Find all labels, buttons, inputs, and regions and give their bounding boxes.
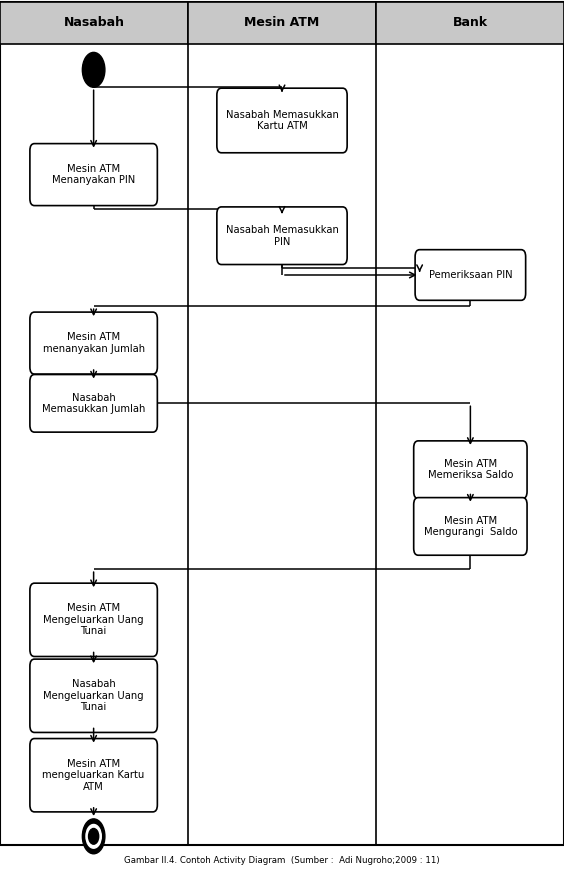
Text: Bank: Bank bbox=[452, 17, 488, 29]
FancyBboxPatch shape bbox=[30, 583, 157, 656]
Text: Mesin ATM
Mengurangi  Saldo: Mesin ATM Mengurangi Saldo bbox=[424, 516, 517, 537]
FancyBboxPatch shape bbox=[217, 88, 347, 153]
Text: Nasabah Memasukkan
PIN: Nasabah Memasukkan PIN bbox=[226, 225, 338, 246]
Text: Mesin ATM
Menanyakan PIN: Mesin ATM Menanyakan PIN bbox=[52, 164, 135, 185]
Circle shape bbox=[89, 828, 99, 844]
Bar bbox=[188, 2, 376, 44]
Bar bbox=[0, 2, 188, 44]
Circle shape bbox=[82, 819, 105, 854]
Text: Mesin ATM
mengeluarkan Kartu
ATM: Mesin ATM mengeluarkan Kartu ATM bbox=[42, 759, 145, 792]
Text: Nasabah: Nasabah bbox=[63, 17, 125, 29]
Text: Mesin ATM
Memeriksa Saldo: Mesin ATM Memeriksa Saldo bbox=[428, 459, 513, 480]
Text: Nasabah
Memasukkan Jumlah: Nasabah Memasukkan Jumlah bbox=[42, 393, 146, 414]
Text: Nasabah Memasukkan
Kartu ATM: Nasabah Memasukkan Kartu ATM bbox=[226, 110, 338, 131]
FancyBboxPatch shape bbox=[413, 441, 527, 498]
Text: Pemeriksaan PIN: Pemeriksaan PIN bbox=[429, 270, 512, 280]
FancyBboxPatch shape bbox=[217, 207, 347, 265]
FancyBboxPatch shape bbox=[30, 312, 157, 374]
Text: Mesin ATM: Mesin ATM bbox=[244, 17, 320, 29]
FancyBboxPatch shape bbox=[30, 143, 157, 205]
FancyBboxPatch shape bbox=[30, 739, 157, 812]
Text: Gambar II.4. Contoh Activity Diagram  (Sumber :  Adi Nugroho;2009 : 11): Gambar II.4. Contoh Activity Diagram (Su… bbox=[124, 856, 440, 864]
Bar bbox=[376, 2, 564, 44]
Circle shape bbox=[82, 52, 105, 87]
Circle shape bbox=[86, 824, 102, 849]
Text: Nasabah
Mengeluarkan Uang
Tunai: Nasabah Mengeluarkan Uang Tunai bbox=[43, 679, 144, 712]
FancyBboxPatch shape bbox=[415, 250, 526, 300]
FancyBboxPatch shape bbox=[30, 659, 157, 732]
Text: Mesin ATM
Mengeluarkan Uang
Tunai: Mesin ATM Mengeluarkan Uang Tunai bbox=[43, 603, 144, 636]
Text: Mesin ATM
menanyakan Jumlah: Mesin ATM menanyakan Jumlah bbox=[42, 333, 145, 354]
FancyBboxPatch shape bbox=[30, 375, 157, 432]
FancyBboxPatch shape bbox=[413, 498, 527, 555]
